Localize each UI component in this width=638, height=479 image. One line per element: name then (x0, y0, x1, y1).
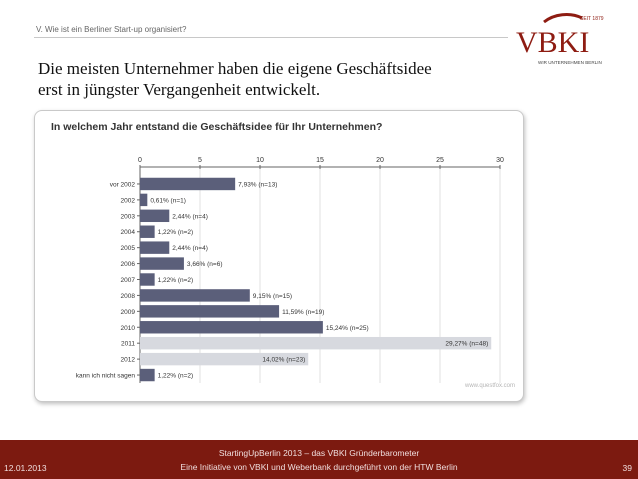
bar (140, 289, 250, 302)
data-label: 14,02% (n=23) (262, 357, 305, 364)
data-label: 29,27% (n=48) (445, 341, 488, 348)
logo-swoosh (543, 13, 583, 24)
footer-line-1: StartingUpBerlin 2013 – das VBKI Gründer… (218, 448, 420, 458)
headline-line-2: erst in jüngster Vergangenheit entwickel… (38, 80, 321, 99)
chart-svg: 0 5 10 15 20 25 30 vor 2002 7,93% (n=13) 2002 0,61… (76, 157, 504, 383)
data-label: 1,22% (n=2) (158, 229, 194, 236)
bar (140, 368, 155, 382)
headline-line-1: Die meisten Unternehmer haben die eigene… (38, 59, 432, 78)
bar (140, 177, 236, 191)
bar (140, 321, 323, 334)
data-label: 2,44% (n=4) (172, 245, 208, 252)
bar (140, 241, 170, 254)
bar (140, 336, 492, 350)
category-label: 2012 (121, 357, 136, 364)
category-label: 2005 (121, 245, 136, 252)
footer-line-2: Eine Initiative von VBKI und Weberbank d… (180, 462, 458, 472)
category-label: 2008 (121, 293, 136, 300)
x-tick-label: 25 (436, 157, 444, 164)
category-label: 2009 (121, 309, 136, 316)
category-label: 2011 (121, 341, 135, 348)
category-label: 2007 (121, 277, 136, 284)
data-label: 1,22% (n=2) (158, 277, 194, 284)
data-label: 1,22% (n=2) (158, 373, 194, 380)
data-label: 7,93% (n=13) (238, 181, 277, 188)
logo-tagline: WIR UNTERNEHMEN BERLIN (538, 60, 602, 65)
x-tick-label: 10 (256, 157, 264, 164)
chart-watermark: www.questfox.com (465, 383, 516, 389)
x-tick-label: 30 (496, 157, 504, 164)
header-rule (34, 37, 508, 38)
data-label: 11,59% (n=19) (282, 309, 324, 316)
x-tick-label: 20 (376, 157, 384, 164)
x-tick-label: 5 (198, 157, 202, 164)
chart-title: In welchem Jahr entstand die Geschäftsid… (51, 121, 383, 133)
footer-date: 12.01.2013 (4, 463, 47, 473)
bar (140, 193, 148, 207)
data-label: 0,61% (n=1) (150, 197, 186, 204)
category-label: 2003 (121, 213, 136, 220)
data-label: 2,44% (n=4) (172, 213, 208, 220)
category-label: vor 2002 (110, 181, 136, 188)
category-label: 2002 (121, 197, 136, 204)
vbki-logo: SEIT 1879 VBKI WIR UNTERNEHMEN BERLIN (516, 13, 604, 65)
data-label: 15,24% (n=25) (326, 325, 369, 332)
data-label: 9,15% (n=15) (253, 293, 292, 300)
footer-page-number: 39 (622, 463, 632, 473)
category-label: kann ich nicht sagen (76, 373, 136, 380)
category-label: 2006 (121, 261, 136, 268)
bar (140, 352, 309, 366)
bar (140, 257, 184, 270)
x-tick-label: 0 (138, 157, 142, 164)
slide-headline: Die meisten Unternehmer haben die eigene… (38, 58, 432, 100)
footer-bar: 12.01.2013 StartingUpBerlin 2013 – das V… (0, 440, 638, 479)
chart-card: 0 5 10 15 20 25 30 vor 2002 7,93% (n=13) 2002 0,61… (34, 110, 524, 402)
bar (140, 273, 155, 286)
x-tick-label: 15 (316, 157, 324, 164)
bar (140, 209, 170, 223)
category-label: 2004 (121, 229, 136, 236)
logo-seit: SEIT 1879 (580, 16, 604, 22)
logo-vbki-text: VBKI (516, 26, 589, 59)
section-title: V. Wie ist ein Berliner Start-up organis… (36, 25, 187, 34)
bar (140, 305, 280, 318)
bar (140, 225, 155, 238)
data-label: 3,66% (n=6) (187, 261, 223, 268)
category-label: 2010 (121, 325, 136, 332)
